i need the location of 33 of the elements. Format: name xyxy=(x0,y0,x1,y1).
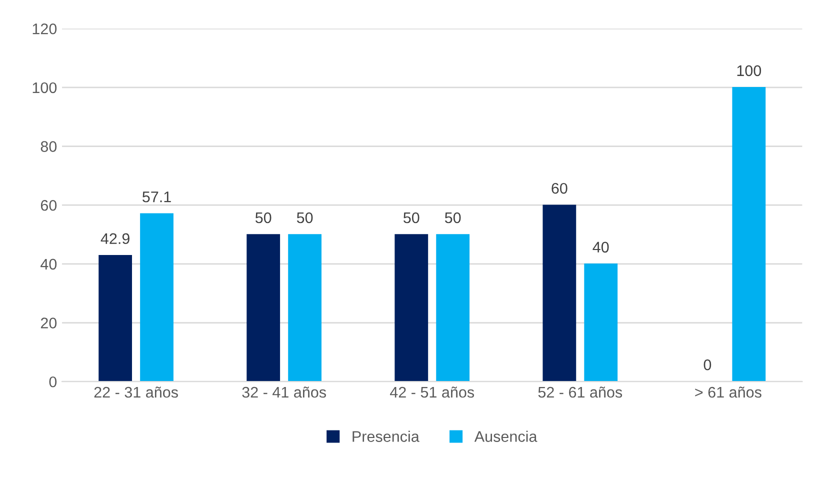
x-tick-label: 22 - 31 años xyxy=(94,386,178,398)
x-tick-label: 52 - 61 años xyxy=(538,386,622,398)
legend-label: Ausencia xyxy=(474,430,538,442)
y-tick-label: 100 xyxy=(32,82,57,94)
bar xyxy=(246,234,280,382)
legend-label: Presencia xyxy=(352,430,420,442)
bar xyxy=(584,264,618,382)
y-tick-label: 0 xyxy=(49,376,57,388)
data-label: 57.1 xyxy=(142,192,171,202)
data-label: 50 xyxy=(296,212,313,224)
bar xyxy=(140,213,174,382)
bar xyxy=(288,234,322,382)
data-label: 60 xyxy=(552,182,568,194)
x-tick-label: 42 - 51 años xyxy=(390,386,474,398)
data-label: 42.9 xyxy=(100,233,130,244)
x-tick-label: 32 - 41 años xyxy=(242,386,326,398)
data-label: 50 xyxy=(404,212,420,224)
y-tick-label: 40 xyxy=(40,258,57,270)
x-tick-label: > 61 años xyxy=(695,386,762,398)
bar xyxy=(542,204,576,382)
data-label: 100 xyxy=(737,65,762,76)
data-label: 50 xyxy=(255,212,272,224)
data-label: 0 xyxy=(704,359,712,370)
bar xyxy=(98,254,132,382)
data-label: 40 xyxy=(592,242,609,253)
bar xyxy=(436,234,470,382)
bar xyxy=(394,234,428,382)
y-tick-label: 80 xyxy=(40,141,57,152)
y-tick-label: 20 xyxy=(40,318,57,328)
data-label: 50 xyxy=(444,212,461,224)
y-tick-label: 120 xyxy=(32,23,57,34)
bar xyxy=(732,87,766,382)
y-tick-label: 60 xyxy=(40,200,57,211)
